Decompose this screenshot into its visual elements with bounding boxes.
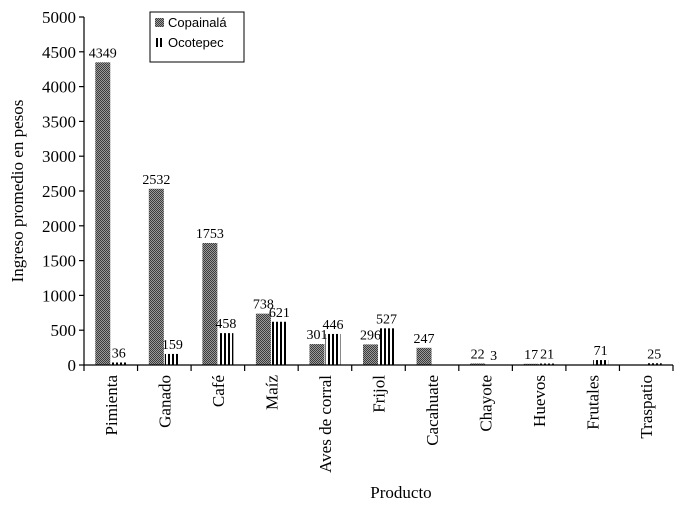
bar-copainala-maiz: [255, 313, 271, 365]
data-label-copainala-frijol: 296: [360, 328, 381, 343]
data-label-ocotepec-maiz: 621: [269, 306, 290, 321]
bar-ocotepec-frutales: [593, 360, 609, 365]
data-label-ocotepec-cafe: 458: [215, 317, 236, 332]
x-tick-label-chayote: Chayote: [477, 375, 496, 432]
data-label-copainala-chayote: 22: [471, 347, 485, 362]
x-tick-label-pimienta: Pimienta: [102, 375, 121, 436]
y-axis-ticks: 0 500 1000 1500 2000 2500 3000 3500 4000 4500 5000: [42, 8, 84, 375]
data-label-ocotepec-traspatio: 25: [647, 347, 661, 362]
data-label-copainala-cafe: 1753: [196, 227, 224, 242]
data-label-copainala-cacahuate: 247: [414, 332, 435, 347]
y-tick-label: 500: [51, 321, 77, 340]
data-label-ocotepec-frijol: 527: [376, 312, 397, 327]
x-tick-label-ganado: Ganado: [155, 375, 174, 428]
bar-ocotepec-huevos: [539, 363, 555, 365]
bar-copainala-chayote: [470, 363, 486, 365]
data-label-copainala-pimienta: 4349: [89, 46, 117, 61]
x-tick-label-cacahuate: Cacahuate: [423, 375, 442, 446]
bar-ocotepec-traspatio: [646, 363, 662, 365]
data-label-ocotepec-ganado: 159: [162, 338, 183, 353]
data-label-ocotepec-huevos: 21: [540, 348, 554, 363]
data-label-ocotepec-chayote: 3: [490, 349, 497, 364]
legend-label-copainala: Copainalá: [168, 15, 227, 30]
data-label-copainala-ganado: 2532: [142, 173, 170, 188]
legend-box: [149, 11, 245, 63]
bar-ocotepec-pimienta: [111, 362, 127, 365]
y-tick-label: 1500: [42, 252, 76, 271]
y-tick-label: 4500: [42, 43, 76, 62]
x-tick-label-huevos: Huevos: [530, 375, 549, 427]
data-labels-group: 4349 2532 1753 738 301 296 247 22 17 36 159 458 621 4…: [89, 46, 661, 363]
data-label-copainala-aves-de-corral: 301: [306, 328, 327, 343]
x-tick-label-maiz: Maíz: [262, 375, 281, 410]
bars-group: [95, 62, 662, 365]
data-label-copainala-maiz: 738: [253, 298, 274, 313]
y-tick-label: 3500: [42, 112, 76, 131]
bar-copainala-frijol: [363, 344, 378, 365]
bar-copainala-cacahuate: [416, 347, 432, 365]
y-tick-label: 0: [68, 356, 77, 375]
bar-copainala-cafe: [202, 242, 218, 365]
bar-copainala-ganado: [148, 188, 164, 365]
legend-label-ocotepec: Ocotepec: [168, 35, 224, 50]
y-tick-label: 1000: [42, 286, 76, 305]
bar-ocotepec-maiz: [271, 321, 287, 365]
data-label-ocotepec-pimienta: 36: [112, 346, 126, 361]
data-label-copainala-huevos: 17: [524, 348, 538, 363]
bar-ocotepec-cafe: [218, 333, 234, 365]
bar-ocotepec-ganado: [164, 353, 180, 365]
bar-copainala-aves-de-corral: [309, 344, 325, 365]
x-axis-title: Producto: [370, 483, 431, 502]
x-tick-label-frijol: Frijol: [370, 375, 389, 413]
bar-ocotepec-aves-de-corral: [325, 333, 341, 365]
x-tick-label-traspatio: Traspatio: [637, 375, 656, 439]
y-tick-label: 2500: [42, 182, 76, 201]
y-tick-label: 4000: [42, 78, 76, 97]
y-tick-label: 3000: [42, 147, 76, 166]
y-tick-label: 2000: [42, 217, 76, 236]
x-axis-ticks: Pimienta Ganado Café Maíz Aves de corral Frij…: [83, 365, 674, 473]
bar-ocotepec-frijol: [379, 328, 394, 365]
legend: Copainalá Ocotepec: [149, 11, 245, 63]
x-tick-label-frutales: Frutales: [584, 375, 603, 430]
data-label-ocotepec-frutales: 71: [594, 344, 608, 359]
x-tick-label-cafe: Café: [209, 375, 228, 407]
legend-swatch-ocotepec: [155, 38, 164, 47]
data-label-ocotepec-aves-de-corral: 446: [322, 318, 343, 333]
x-tick-label-aves-de-corral: Aves de corral: [316, 375, 335, 473]
legend-swatch-copainala: [155, 18, 164, 27]
bar-copainala-pimienta: [95, 62, 111, 365]
y-axis-title: Ingreso promedio en pesos: [8, 100, 27, 283]
y-tick-label: 5000: [42, 8, 76, 27]
